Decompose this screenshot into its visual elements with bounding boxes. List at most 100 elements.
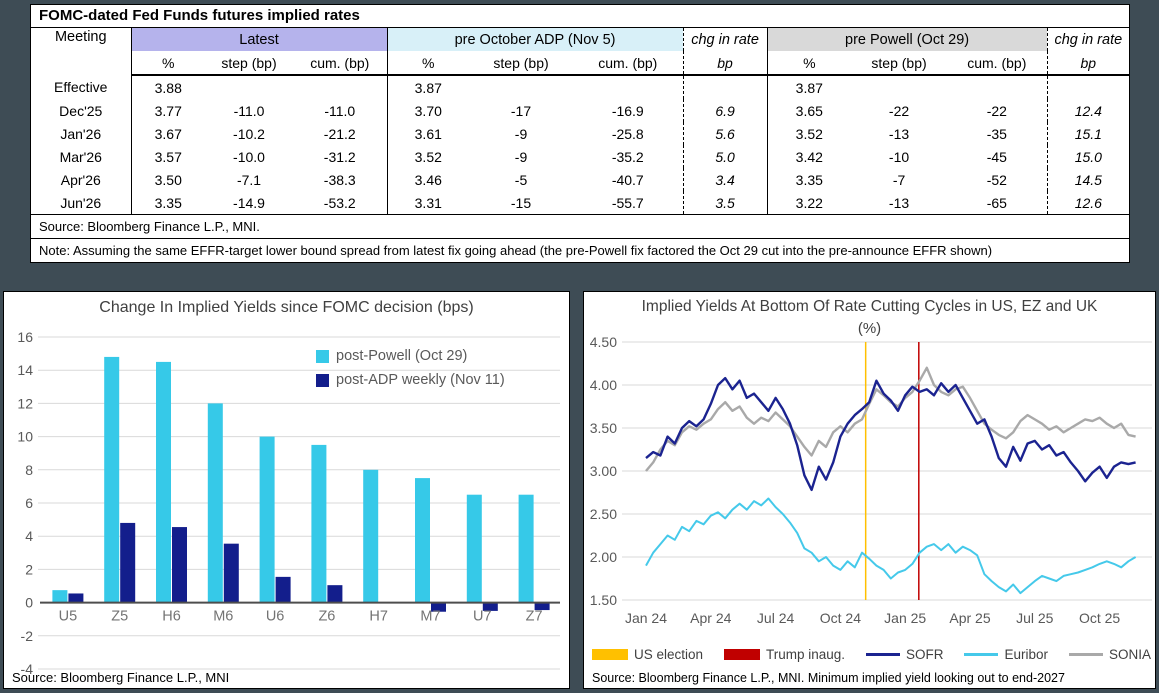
- x-category-label: U5: [59, 609, 78, 625]
- y-tick-label: 14: [17, 362, 33, 378]
- subheader-step-latest: step (bp): [205, 51, 293, 76]
- table-cell: 3.77: [154, 102, 182, 119]
- table-cell: [469, 75, 573, 99]
- y-tick-label: 4: [25, 528, 33, 544]
- x-category-label: Z6: [318, 609, 335, 625]
- table-cell: 12.6: [1074, 194, 1102, 211]
- legend-item: Euribor: [964, 647, 1048, 662]
- table-body: Effective 3.88 3.87 3.87 Dec'25 3.77 -11.0 -11.…: [31, 75, 1129, 214]
- table-cell: Apr'26: [31, 168, 132, 191]
- table-cell: Dec'25: [31, 99, 132, 122]
- table-cell: -13: [888, 125, 910, 142]
- table-title: FOMC-dated Fed Funds futures implied rat…: [31, 5, 1129, 28]
- legend-item: SONIA: [1068, 647, 1151, 662]
- bar-chart-svg: -4 -2 0 2 4 6 8 10 12 14 16 U5 Z5 H6 M6 U6 Z6 H7 M7 U7 Z7: [17, 329, 560, 677]
- legend-item: post-ADP weekly (Nov 11): [316, 372, 505, 388]
- table-cell: 3.42: [795, 148, 823, 165]
- line-chart-title: Implied Yields At Bottom Of Rate Cutting…: [641, 298, 1098, 315]
- table-row: Apr'26 3.50 -7.1 -38.3 3.46 -5 -40.7 3.4 3.35 -7 -…: [31, 168, 1129, 191]
- y-tick-label: 0: [25, 595, 33, 611]
- table-cell: -22: [947, 99, 1048, 122]
- table-row: Jan'26 3.67 -10.2 -21.2 3.61 -9 -25.8 5.6 3.52 -1…: [31, 122, 1129, 145]
- y-tick-label: 16: [17, 329, 33, 345]
- y-tick-label: 2.00: [590, 549, 617, 565]
- x-tick-label: Apr 24: [690, 610, 731, 626]
- table-cell: 3.52: [414, 148, 442, 165]
- table-cell: -25.8: [573, 122, 684, 145]
- legend-swatch-icon: [316, 349, 329, 363]
- table-cell: 3.61: [414, 125, 442, 142]
- legend-swatch-icon: [724, 649, 760, 660]
- y-tick-label: -2: [21, 628, 34, 644]
- y-tick-label: 12: [17, 395, 33, 411]
- table-cell: 5.6: [683, 122, 768, 145]
- x-category-label: Z7: [526, 609, 543, 625]
- table-cell: -65: [947, 191, 1048, 214]
- fomc-table-panel: FOMC-dated Fed Funds futures implied rat…: [30, 4, 1130, 263]
- subheader-step-adp: step (bp): [469, 51, 574, 76]
- table-cell: 12.4: [1074, 102, 1102, 119]
- x-category-label: U7: [473, 609, 492, 625]
- table-cell: 3.52: [795, 125, 823, 142]
- table-cell: 3.5: [683, 191, 768, 214]
- table-cell: -55.7: [573, 191, 684, 214]
- legend-label: Euribor: [1004, 647, 1048, 662]
- x-category-label: Z5: [111, 609, 128, 625]
- table-cell: -35: [947, 122, 1048, 145]
- table-cell: 3.22: [795, 194, 823, 211]
- table-cell: 3.35: [795, 171, 823, 188]
- legend-swatch-icon: [592, 649, 628, 660]
- legend-swatch-icon: [964, 653, 999, 656]
- table-row: Jun'26 3.35 -14.9 -53.2 3.31 -15 -55.7 3.5 3.22 -…: [31, 191, 1129, 214]
- group-header-latest: Latest: [131, 28, 388, 51]
- x-category-label: H7: [369, 609, 388, 625]
- subheader-bp-1: bp: [683, 51, 768, 76]
- x-category-label: H6: [162, 609, 181, 625]
- group-header-pre-powell: pre Powell (Oct 29): [767, 28, 1048, 51]
- bar: [431, 602, 446, 612]
- legend-label: US election: [634, 647, 704, 662]
- table-cell: 14.5: [1074, 171, 1102, 188]
- subheader-cum-adp: cum. (bp): [573, 51, 684, 76]
- line-chart-svg: 1.50 2.00 2.50 3.00 3.50 4.00 4.50 Jan 24 Apr 24…: [590, 334, 1152, 626]
- table-source: Source: Bloomberg Finance L.P., MNI.: [31, 214, 1129, 238]
- x-category-label: U6: [266, 609, 285, 625]
- bar: [223, 543, 239, 603]
- x-category-label: M6: [213, 609, 233, 625]
- table-cell: -14.9: [233, 194, 265, 211]
- y-tick-label: 2: [25, 561, 33, 577]
- bar: [466, 494, 482, 603]
- x-category-label: M7: [420, 609, 440, 625]
- table-cell: 3.50: [154, 171, 182, 188]
- table-cell: 15.1: [1074, 125, 1102, 142]
- bar: [518, 494, 534, 603]
- table-cell: -11.0: [293, 99, 388, 122]
- bar: [534, 602, 550, 611]
- subheader-pct-adp: %: [387, 51, 470, 76]
- bar: [482, 602, 498, 611]
- table-cell: 6.9: [683, 99, 768, 122]
- table-note: Note: Assuming the same EFFR-target lowe…: [31, 238, 1129, 262]
- bar: [120, 522, 136, 603]
- table-row: Mar'26 3.57 -10.0 -31.2 3.52 -9 -35.2 5.0 3.42 -1…: [31, 145, 1129, 168]
- table-cell: -21.2: [293, 122, 388, 145]
- y-tick-label: 4.00: [590, 377, 617, 393]
- y-tick-label: -4: [21, 661, 34, 677]
- table-row: Effective 3.88 3.87 3.87: [31, 75, 1129, 99]
- y-tick-label: 2.50: [590, 506, 617, 522]
- legend-swatch-icon: [1068, 653, 1103, 656]
- legend-swatch-icon: [316, 373, 329, 387]
- table-cell: -53.2: [293, 191, 388, 214]
- table-cell: -31.2: [293, 145, 388, 168]
- table-cell: -45: [947, 145, 1048, 168]
- y-tick-label: 3.00: [590, 463, 617, 479]
- bar: [52, 590, 68, 603]
- table-cell: -13: [888, 194, 910, 211]
- subheader-bp-2: bp: [1047, 51, 1130, 76]
- legend-swatch-icon: [866, 653, 900, 656]
- bar-chart-legend: post-Powell (Oct 29) post-ADP weekly (Nov…: [316, 348, 505, 388]
- table-row: Dec'25 3.77 -11.0 -11.0 3.70 -17 -16.9 6.9 3.65 -…: [31, 99, 1129, 122]
- table-cell: -10.0: [233, 148, 265, 165]
- subheader-step-powell: step (bp): [851, 51, 948, 76]
- group-header-chg-1: chg in rate: [683, 28, 768, 51]
